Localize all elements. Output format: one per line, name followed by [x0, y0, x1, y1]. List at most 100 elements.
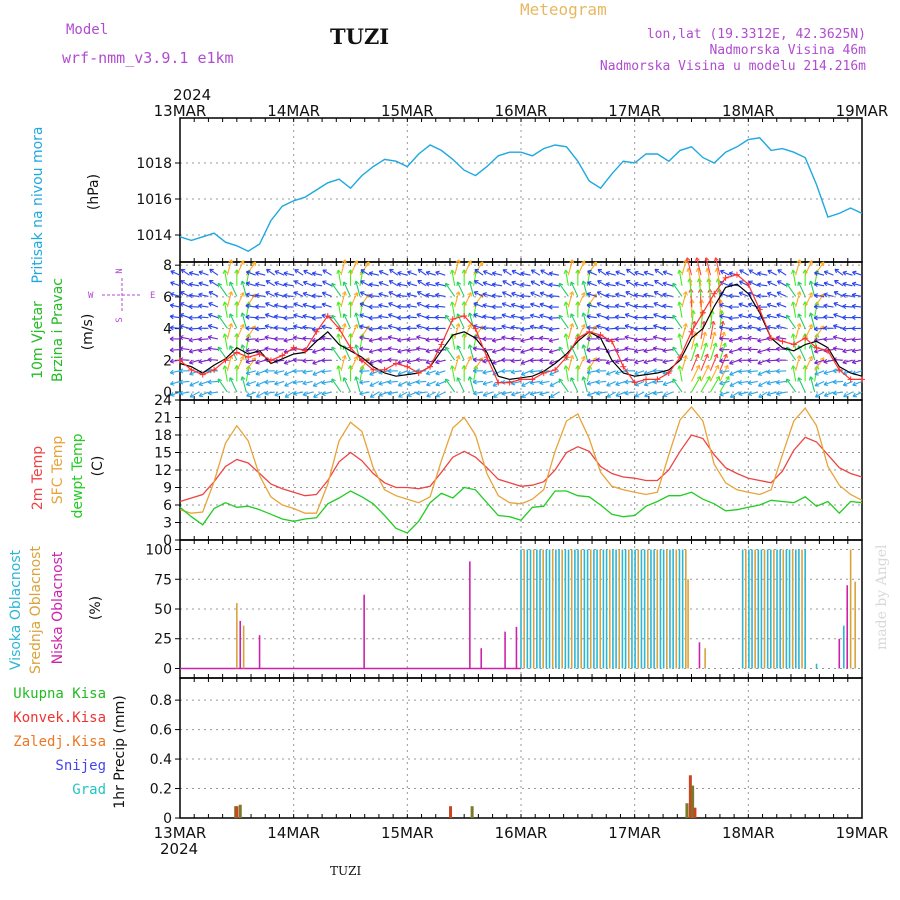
- wind-arrow-head: [614, 316, 619, 320]
- wind-arrow-head: [696, 342, 699, 348]
- wind-arrow: [378, 315, 389, 319]
- wind-arrow: [416, 313, 427, 319]
- wind-arrow: [747, 391, 758, 396]
- wind-arrow: [842, 327, 853, 330]
- wind-arrow: [388, 280, 399, 287]
- wind-arrow-head: [757, 360, 761, 364]
- wind-arrow-head: [502, 302, 507, 304]
- wind-arrow-head: [672, 314, 677, 318]
- wind-arrow: [397, 294, 408, 297]
- wind-arrow-head: [337, 301, 342, 306]
- wind-arrow-head: [482, 372, 487, 375]
- wind-arrow-head: [425, 294, 430, 298]
- wind-arrow-head: [810, 280, 814, 285]
- wind-arrow: [473, 380, 484, 383]
- wind-ytick-label: 8: [163, 258, 172, 274]
- wind-arrow-head: [311, 317, 316, 321]
- wind-arrow: [748, 280, 759, 287]
- wind-arrow-head: [245, 303, 250, 307]
- wind-arrow-head: [644, 392, 648, 397]
- wind-arrow-head: [406, 347, 411, 352]
- wind-arrow-head: [586, 293, 591, 297]
- wind-arrow-head: [425, 328, 430, 332]
- wind-arrow-head: [510, 371, 516, 375]
- wind-arrow: [388, 313, 399, 319]
- wind-arrow-head: [198, 271, 202, 276]
- wind-arrow: [229, 281, 238, 297]
- wind-arrow: [454, 323, 460, 340]
- wind-arrow: [597, 269, 607, 276]
- wind-arrow-head: [354, 344, 357, 349]
- wind-arrow-head: [633, 339, 639, 343]
- wind-arrow: [451, 365, 456, 382]
- wind-arrow-head: [169, 336, 174, 340]
- wind-arrow-head: [246, 365, 250, 370]
- wind-arrow: [586, 370, 597, 374]
- wind-arrow-head: [539, 391, 543, 395]
- wind-arrow-head: [596, 325, 600, 330]
- wind-arrow-head: [302, 315, 307, 319]
- wind-arrow-head: [359, 370, 364, 374]
- wind-arrow-head: [510, 313, 516, 317]
- precip-bar: [688, 775, 692, 818]
- wind-arrow: [520, 349, 531, 353]
- wind-arrow-head: [685, 257, 688, 262]
- wind-arrow: [189, 349, 200, 353]
- wind-arrow: [719, 391, 730, 396]
- wind-arrow-head: [852, 384, 857, 387]
- wind-arrow-head: [208, 312, 213, 315]
- wind-arrow: [274, 315, 285, 319]
- wind-arrow-head: [747, 371, 752, 375]
- wind-arrow-head: [747, 391, 752, 395]
- wind-arrow-head: [786, 346, 791, 350]
- wind-arrow: [207, 358, 218, 361]
- wind-arrow-head: [823, 303, 828, 306]
- wind-arrow-head: [511, 383, 516, 386]
- wind-arrow: [492, 327, 503, 331]
- wind-arrow-head: [694, 353, 699, 357]
- wind-arrow-head: [461, 365, 465, 370]
- wind-arrow-head: [482, 392, 487, 396]
- wind-arrow: [359, 370, 370, 372]
- wind-arrow-head: [359, 348, 364, 352]
- temp-ytick-label: 21: [154, 411, 172, 427]
- wind-arrow-head: [738, 335, 743, 339]
- wind-arrow-head: [823, 372, 828, 376]
- wind-arrow-head: [823, 358, 828, 363]
- wind-arrow: [834, 268, 844, 276]
- wind-arrow: [198, 293, 209, 297]
- wind-arrow-head: [245, 336, 250, 340]
- wind-arrow-head: [548, 306, 553, 310]
- wind-arrow: [322, 292, 332, 297]
- wind-arrow-head: [406, 316, 411, 320]
- wind-arrow-head: [719, 326, 723, 331]
- wind-arrow: [426, 380, 436, 386]
- wind-arrow-head: [311, 295, 316, 299]
- wind-arrow: [198, 305, 209, 308]
- wind-arrow-head: [406, 381, 411, 386]
- wind-arrow-head: [819, 357, 825, 360]
- wind-arrow-head: [387, 390, 392, 395]
- wind-arrow-head: [643, 303, 648, 307]
- wind-arrow-head: [626, 269, 629, 274]
- wind-arrow-head: [198, 325, 203, 329]
- wind-arrow-head: [615, 292, 620, 295]
- wind-arrow-head: [510, 360, 515, 364]
- wind-arrow-head: [397, 328, 402, 332]
- wind-arrow-head: [852, 392, 856, 397]
- cloud-label-high: Visoka Oblacnost: [8, 549, 24, 670]
- wind-arrow-head: [336, 333, 339, 338]
- wind-arrow-head: [378, 372, 383, 375]
- wind-arrow: [179, 336, 190, 340]
- wind-arrow-head: [786, 378, 791, 382]
- wind-arrow: [662, 271, 673, 276]
- wind-arrow-head: [397, 340, 402, 343]
- wind-arrow: [463, 356, 472, 372]
- wind-arrow-head: [719, 347, 724, 351]
- wind-arrow-head: [434, 326, 439, 330]
- wind-arrow-head: [274, 394, 279, 397]
- wind-arrow-head: [482, 325, 487, 329]
- wind-arrow: [425, 294, 436, 297]
- wind-arrow-head: [264, 379, 269, 383]
- wind-arrow: [766, 359, 777, 362]
